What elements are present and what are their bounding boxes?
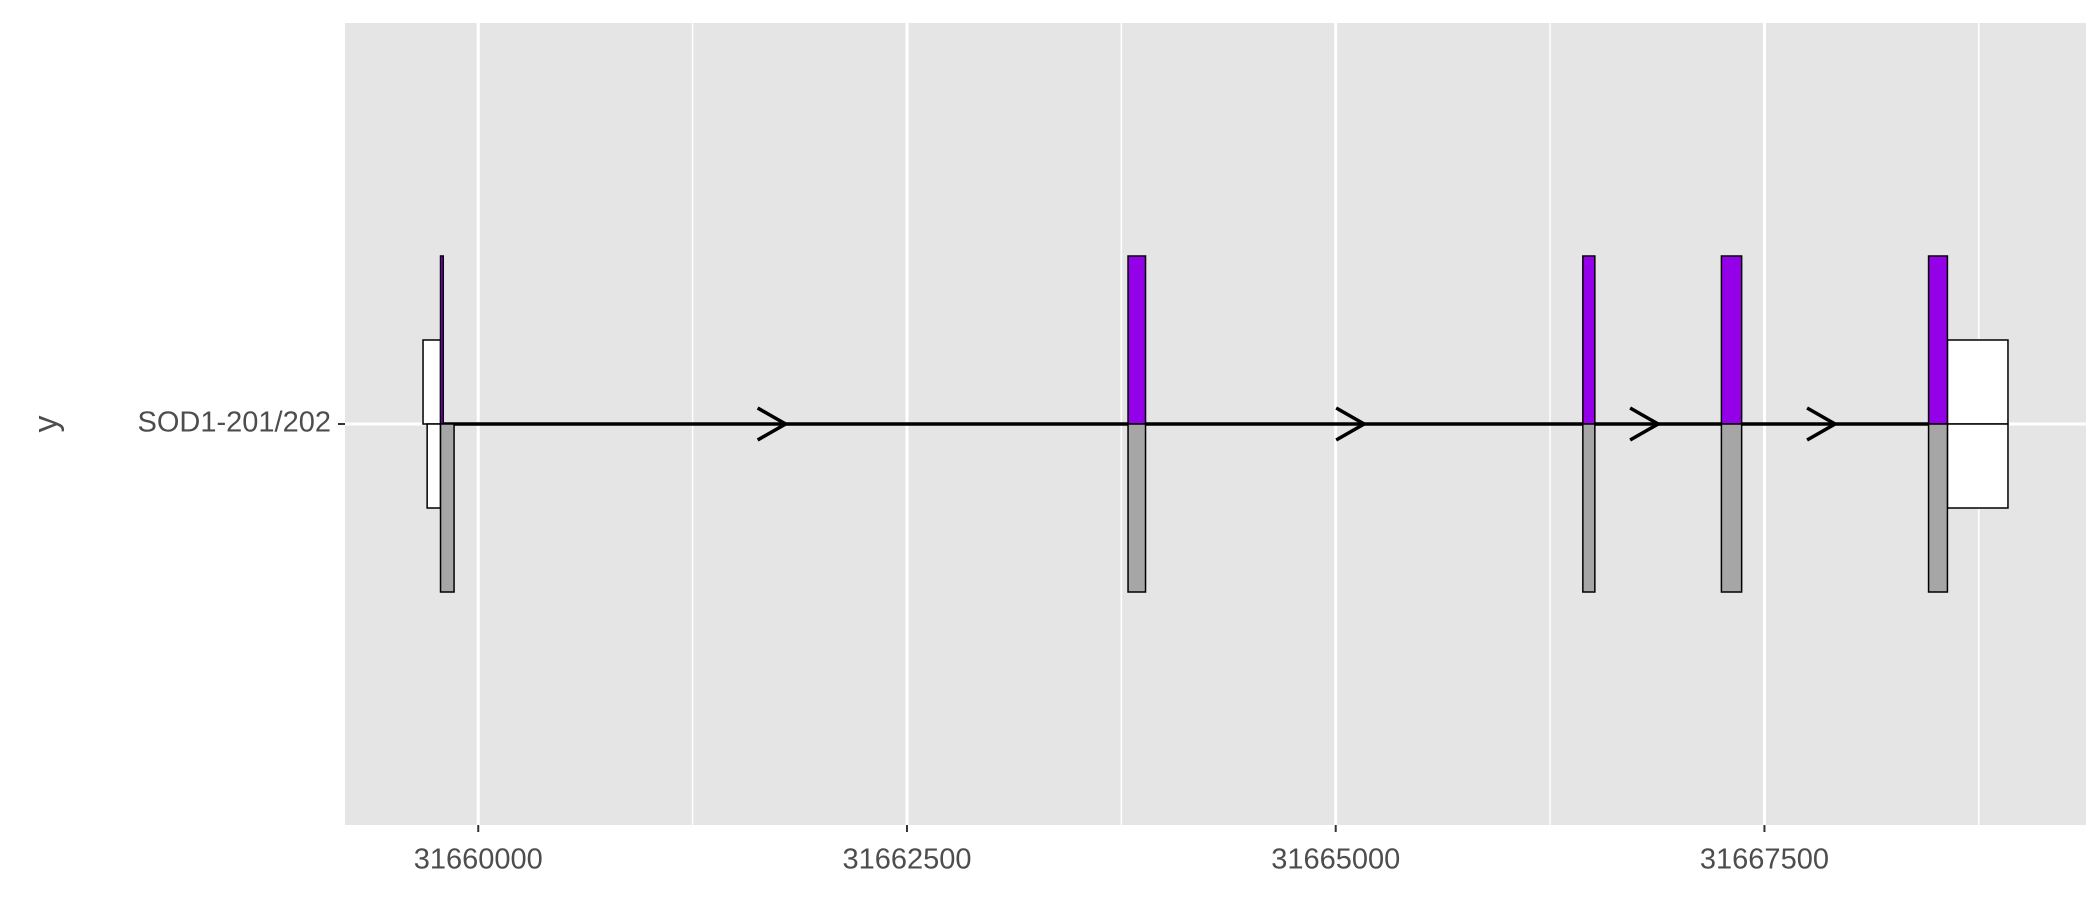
y-axis-title: y xyxy=(27,416,65,433)
cds-exon xyxy=(1127,423,1147,593)
x-tick-label: 31665000 xyxy=(1271,844,1400,876)
utr-exon xyxy=(426,423,442,509)
cds-exon xyxy=(1127,255,1147,425)
cds-exon xyxy=(1582,255,1596,425)
cds-exon xyxy=(1927,423,1949,593)
utr-exon xyxy=(1946,423,2009,509)
x-tick-label: 31660000 xyxy=(414,844,543,876)
x-tick-label: 31667500 xyxy=(1700,844,1829,876)
utr-exon xyxy=(1946,339,2009,425)
cds-exon xyxy=(1927,255,1949,425)
cds-exon xyxy=(1720,255,1743,425)
strand-arrow xyxy=(1629,406,1662,442)
strand-arrow xyxy=(1806,406,1839,442)
strand-arrow xyxy=(756,406,790,442)
strand-arrow xyxy=(1335,406,1368,442)
y-tick-label: SOD1-201/202 xyxy=(138,407,331,439)
cds-exon xyxy=(439,255,445,425)
cds-exon xyxy=(1582,423,1596,593)
x-tick-label: 31662500 xyxy=(842,844,971,876)
cds-exon xyxy=(439,423,455,593)
utr-exon xyxy=(422,339,442,425)
cds-exon xyxy=(1720,423,1743,593)
